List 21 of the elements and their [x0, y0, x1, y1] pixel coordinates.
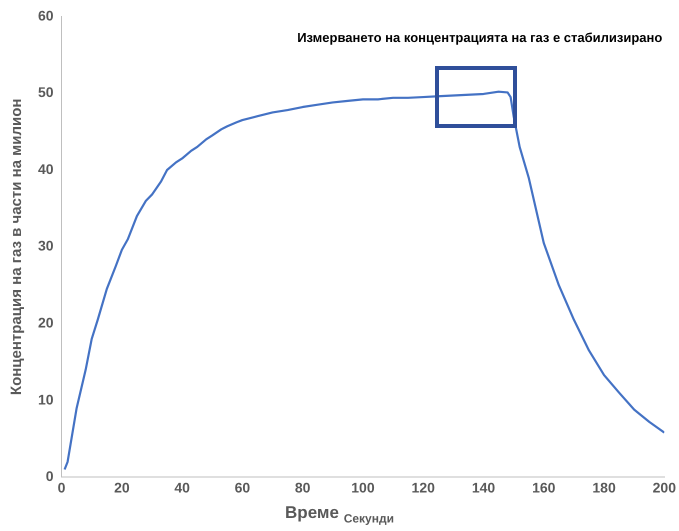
- y-tick-label: 30: [38, 238, 54, 254]
- y-tick-label: 10: [38, 391, 54, 408]
- x-tick-label: 200: [652, 479, 676, 496]
- x-tick-label: 80: [294, 479, 311, 496]
- x-tick-label: 100: [351, 479, 375, 496]
- x-tick-label: 0: [58, 479, 66, 496]
- annotation: Измерването на концентрацията на газ е стабилизирано: [297, 30, 662, 45]
- x-tick-label: 120: [412, 479, 436, 496]
- y-axis-title: Концентрация на газ в части на милион: [8, 98, 26, 396]
- y-tick-label: 50: [38, 84, 54, 100]
- y-tick-label: 20: [38, 314, 54, 330]
- y-tick-label: 0: [46, 468, 54, 484]
- x-tick-label: 160: [532, 479, 556, 496]
- x-tick-label: 40: [174, 479, 190, 496]
- y-tick-label: 60: [38, 7, 54, 24]
- x-tick-label: 20: [114, 479, 130, 496]
- x-tick-label: 60: [234, 479, 250, 496]
- x-axis-title: Време $_{Секунди}$: [284, 503, 395, 526]
- y-tick-label: 40: [38, 160, 54, 177]
- x-tick-label: 140: [472, 479, 496, 496]
- x-tick-label: 180: [592, 479, 616, 496]
